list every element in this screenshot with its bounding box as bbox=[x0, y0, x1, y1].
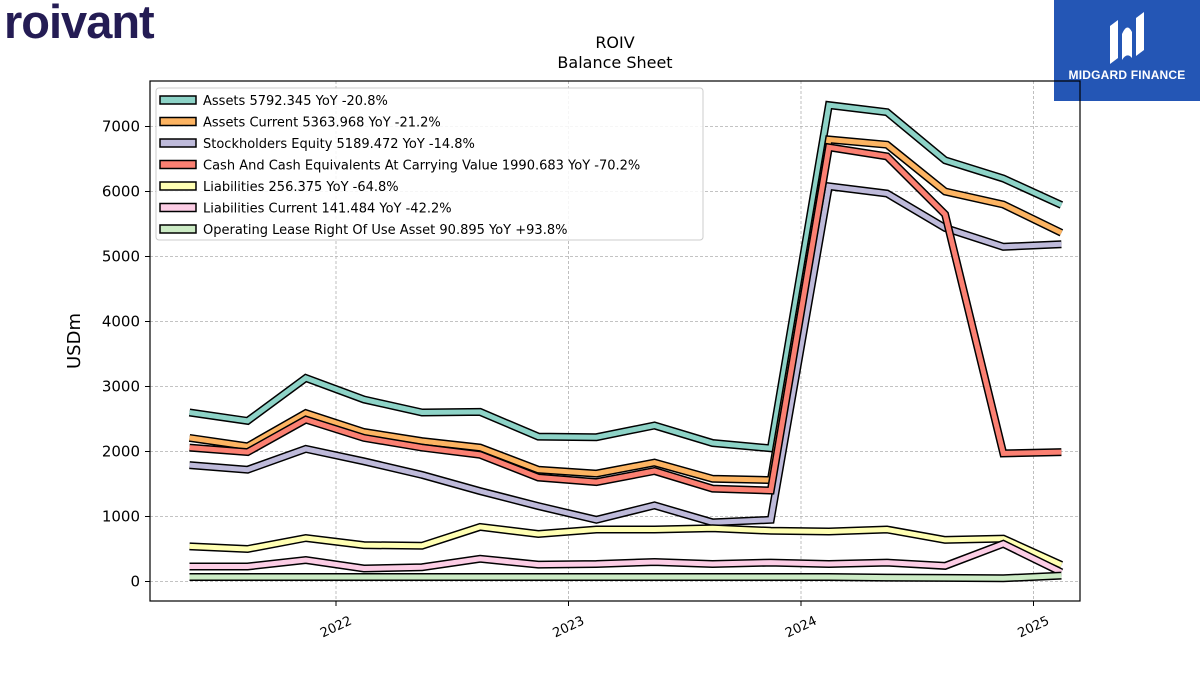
series-lines bbox=[188, 100, 1064, 583]
x-tick-label: 2023 bbox=[551, 614, 587, 642]
legend-label: Stockholders Equity 5189.472 YoY -14.8% bbox=[203, 137, 475, 152]
legend-label: Liabilities Current 141.484 YoY -42.2% bbox=[203, 202, 452, 217]
legend-swatch bbox=[159, 116, 197, 127]
y-tick-label: 7000 bbox=[102, 118, 140, 136]
series-line-3 bbox=[189, 144, 1062, 494]
series-line-4 bbox=[189, 524, 1063, 568]
chart-title: ROIV bbox=[595, 33, 634, 52]
series-line-2 bbox=[189, 183, 1062, 525]
y-axis-label: USDm bbox=[64, 313, 85, 369]
legend: Assets 5792.345 YoY -20.8% Assets Current… bbox=[155, 87, 704, 241]
partner-name: MIDGARD FINANCE bbox=[1068, 68, 1186, 82]
legend-swatch bbox=[159, 181, 197, 191]
y-tick-label: 6000 bbox=[102, 183, 140, 201]
roivant-logo: roivant bbox=[4, 0, 155, 48]
series-line-6 bbox=[189, 573, 1062, 581]
midgard-finance-badge: MIDGARD FINANCE bbox=[1054, 0, 1200, 101]
series-line-5 bbox=[189, 541, 1063, 575]
y-tick-label: 3000 bbox=[102, 378, 140, 396]
plot-frame bbox=[149, 80, 1081, 602]
x-tick-label: 2022 bbox=[318, 614, 354, 642]
x-tick-label: 2025 bbox=[1016, 614, 1052, 642]
legend-label: Liabilities 256.375 YoY -64.8% bbox=[203, 180, 399, 195]
x-tick-label: 2024 bbox=[783, 614, 819, 642]
y-tick-label: 5000 bbox=[102, 248, 140, 266]
legend-swatch bbox=[159, 202, 197, 213]
legend-label: Operating Lease Right Of Use Asset 90.89… bbox=[203, 223, 567, 238]
legend-swatch bbox=[159, 95, 197, 105]
y-tick-label: 0 bbox=[130, 573, 140, 591]
legend-swatch bbox=[159, 224, 197, 234]
legend-swatch bbox=[159, 138, 197, 148]
series-outline-5 bbox=[189, 539, 1064, 576]
legend-label: Assets Current 5363.968 YoY -21.2% bbox=[203, 116, 441, 131]
y-tick-label: 2000 bbox=[102, 443, 140, 461]
chart-subtitle: Balance Sheet bbox=[557, 53, 672, 72]
series-line-1 bbox=[189, 136, 1063, 483]
series-line-0 bbox=[189, 102, 1063, 451]
y-tick-label: 1000 bbox=[102, 508, 140, 526]
legend-label: Assets 5792.345 YoY -20.8% bbox=[203, 94, 388, 109]
legend-label: Cash And Cash Equivalents At Carrying Va… bbox=[203, 159, 640, 174]
legend-box bbox=[155, 87, 704, 241]
y-tick-label: 4000 bbox=[102, 313, 140, 331]
midgard-m-icon bbox=[1110, 12, 1144, 64]
legend-swatch bbox=[159, 159, 197, 170]
